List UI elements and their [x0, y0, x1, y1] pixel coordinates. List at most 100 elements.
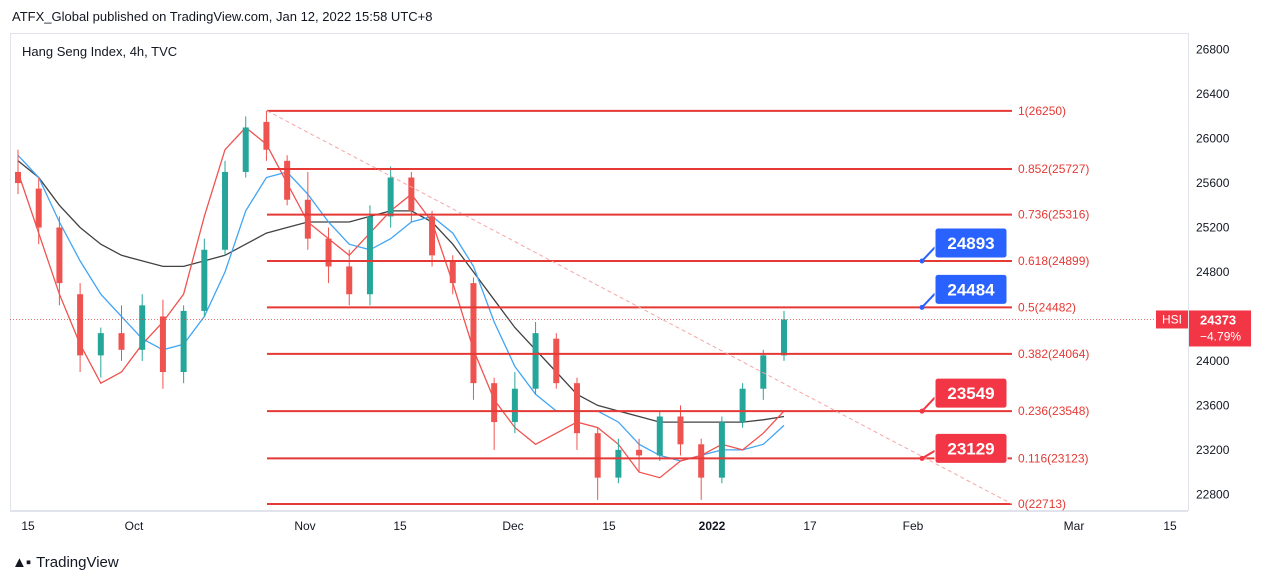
candle [263, 110, 270, 161]
candle [491, 377, 498, 450]
ma-fast-line [17, 126, 785, 479]
candle [159, 299, 166, 389]
callout-box [934, 227, 1008, 259]
candle [284, 155, 291, 206]
candle [615, 438, 622, 484]
candle-body [263, 121, 270, 150]
brand-name: TradingView [36, 554, 119, 571]
fib-level-label: 0.5(24482) [1018, 300, 1076, 314]
candle-body [781, 319, 787, 356]
candle-body [118, 333, 125, 350]
price-callout: 23549 [919, 377, 1008, 414]
candle [201, 238, 208, 317]
fib-level-label: 0.736(25316) [1018, 208, 1089, 222]
callout-anchor [919, 304, 925, 310]
callout-label: 24893 [947, 234, 994, 253]
candle-body [449, 260, 456, 284]
y-tick-label: 25200 [1196, 221, 1230, 235]
candle-body [408, 177, 415, 211]
x-tick-label: Nov [294, 519, 315, 533]
candle [760, 349, 767, 400]
y-tick-label: 23600 [1196, 398, 1230, 412]
last-price-change: −4.79% [1200, 329, 1241, 343]
candle-body [698, 444, 705, 478]
x-tick-label: 15 [602, 519, 616, 533]
time-axis[interactable] [10, 511, 1188, 540]
candle-body [760, 355, 767, 389]
callout-label: 23129 [947, 439, 994, 458]
candle [180, 305, 187, 384]
y-tick-label: 26400 [1196, 87, 1230, 101]
candle-body [429, 216, 436, 256]
price-callout: 23129 [919, 432, 1008, 464]
candle-body [366, 216, 373, 295]
candle-body [491, 383, 498, 423]
candle [77, 283, 84, 373]
candle-body [532, 333, 539, 389]
x-tick-label: Mar [1064, 519, 1085, 533]
callout-box [934, 432, 1008, 464]
candle [656, 410, 663, 461]
candle [429, 210, 436, 267]
y-tick-label: 26800 [1196, 43, 1230, 57]
fib-level-label: 1(26250) [1018, 104, 1066, 118]
price-axis[interactable] [1188, 33, 1274, 511]
candle-body [470, 283, 477, 384]
candle-body [615, 449, 622, 478]
x-tick-label: Dec [502, 519, 523, 533]
y-tick-label: 24000 [1196, 354, 1230, 368]
candle [304, 171, 311, 250]
last-price-tag [1189, 310, 1251, 347]
candle [573, 377, 580, 450]
candle-body [222, 171, 229, 250]
candle [636, 438, 643, 473]
candle [408, 171, 415, 222]
fib-level-label: 0.852(25727) [1018, 162, 1089, 176]
x-tick-label: 15 [393, 519, 407, 533]
symbol-tag [1156, 310, 1188, 329]
chart-pane[interactable] [10, 33, 1188, 511]
candle-body [325, 238, 332, 267]
callout-anchor [919, 408, 925, 414]
callout-label: 24484 [947, 280, 995, 299]
y-tick-label: 25600 [1196, 176, 1230, 190]
callout-box [934, 377, 1008, 409]
candle-body [346, 266, 353, 295]
candle-body [242, 127, 249, 172]
candle [698, 438, 705, 500]
x-tick-label: 15 [21, 519, 35, 533]
candle-body [739, 388, 746, 423]
y-tick-label: 23200 [1196, 443, 1230, 457]
candle [718, 416, 725, 484]
candle [739, 383, 746, 428]
candle-body [201, 249, 208, 311]
callout-anchor [919, 258, 925, 264]
x-tick-label: 2022 [699, 519, 726, 533]
last-price-value: 24373 [1200, 312, 1236, 327]
y-tick-label: 24800 [1196, 265, 1230, 279]
candle [97, 327, 104, 378]
x-tick-label: 17 [803, 519, 817, 533]
brand-footer[interactable]: ▲▪ TradingView [12, 554, 119, 571]
candle [470, 277, 477, 400]
candle [242, 116, 249, 178]
candle-body [97, 333, 104, 356]
fib-level-label: 0.382(24064) [1018, 347, 1089, 361]
candle-body [284, 160, 291, 200]
price-callout: 24484 [919, 273, 1008, 310]
trend-line [266, 110, 1013, 505]
x-tick-label: 15 [1163, 519, 1177, 533]
candle-body [573, 383, 580, 434]
fib-level-label: 0.116(23123) [1018, 451, 1089, 465]
fib-level-label: 0.618(24899) [1018, 254, 1089, 268]
fib-level-label: 0(22713) [1018, 497, 1066, 511]
x-tick-label: Oct [125, 519, 144, 533]
candle-body [656, 416, 663, 456]
callout-box [934, 273, 1008, 305]
candle-body [553, 338, 560, 384]
y-tick-label: 22800 [1196, 487, 1230, 501]
chart-title: Hang Seng Index, 4h, TVC [22, 44, 178, 59]
candle [387, 166, 394, 228]
x-tick-label: Feb [903, 519, 924, 533]
candle [532, 322, 539, 395]
